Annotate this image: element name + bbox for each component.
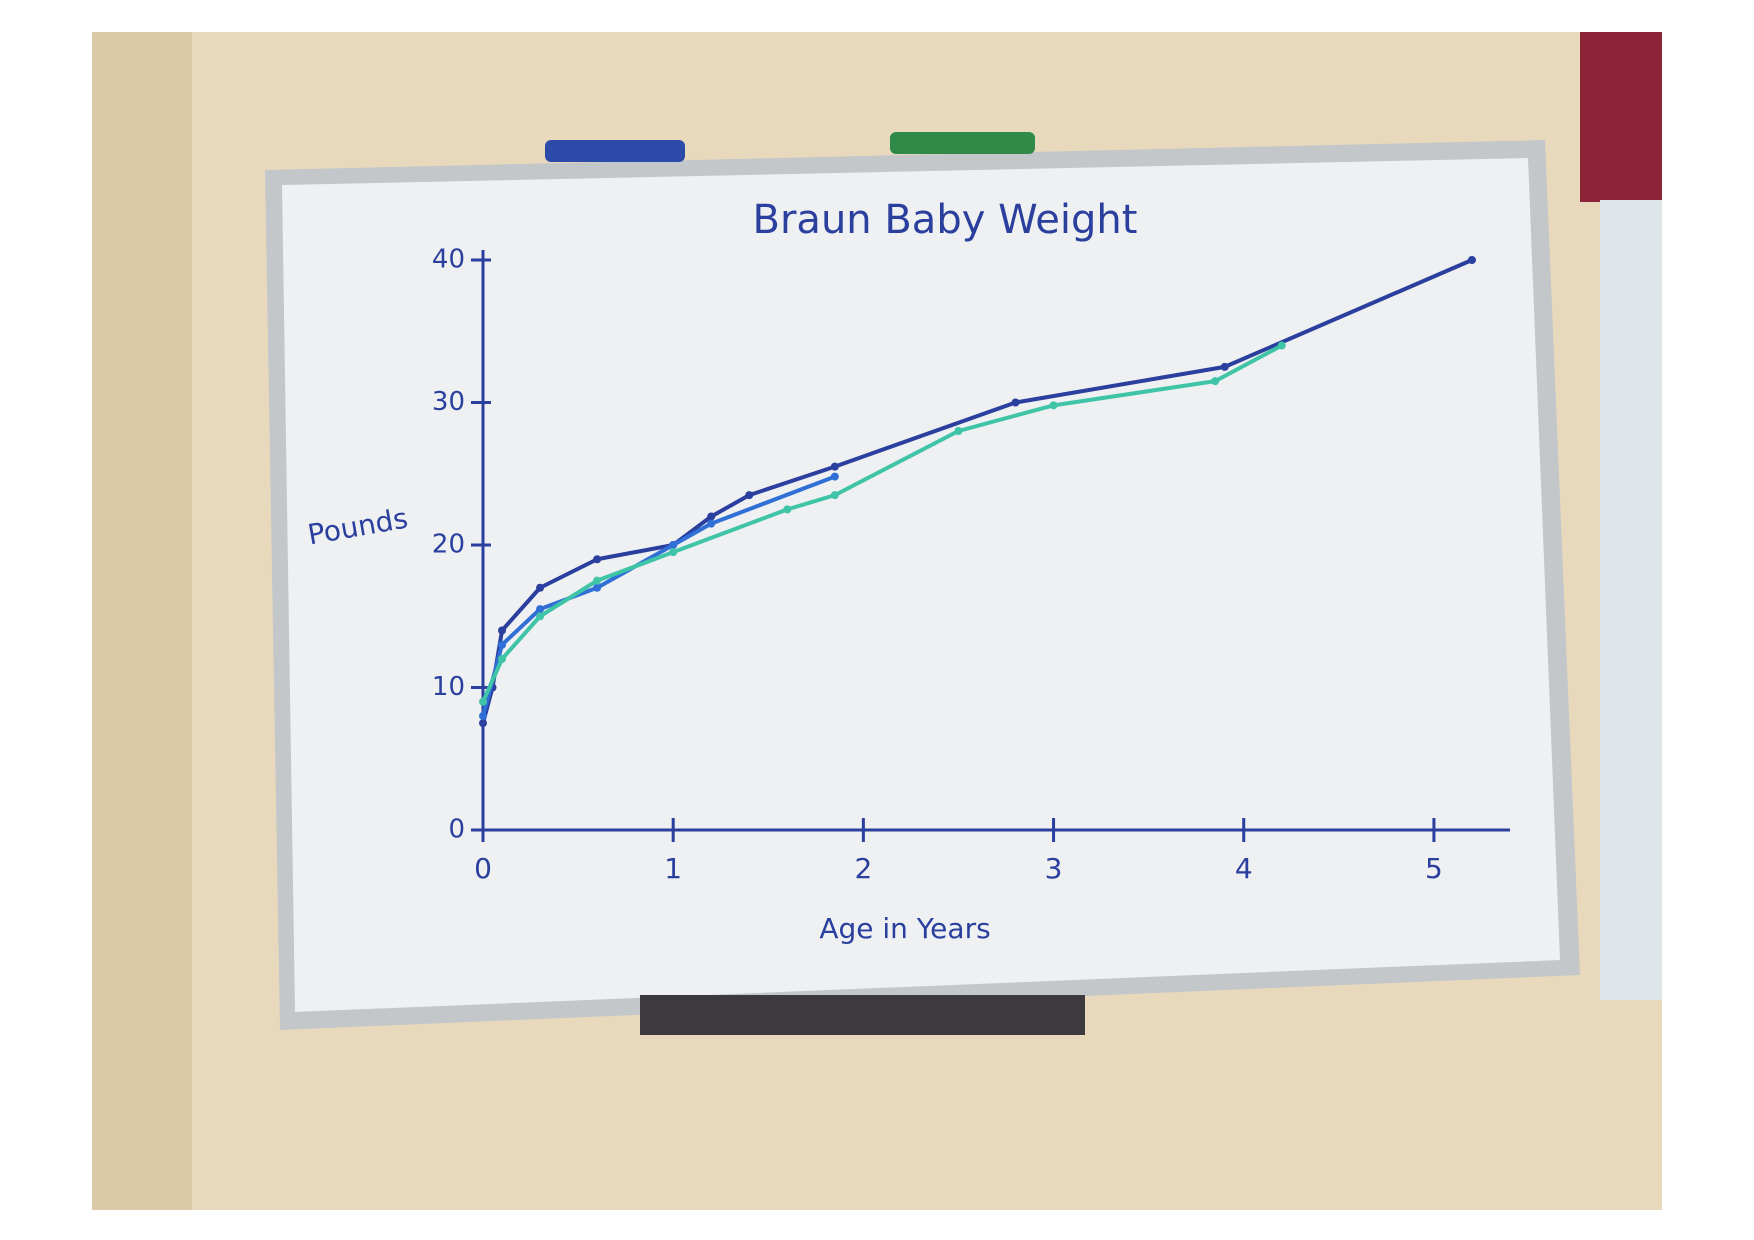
data-point (498, 626, 507, 635)
y-tick-label: 40 (432, 245, 465, 275)
y-tick-label: 30 (432, 387, 465, 417)
wall-shadow (92, 32, 192, 1210)
data-point (536, 583, 545, 592)
data-point (536, 612, 545, 621)
data-point (745, 491, 754, 500)
marker-tray (640, 995, 1085, 1035)
x-tick-label: 5 (1425, 852, 1443, 885)
data-point (498, 655, 507, 663)
data-point (783, 505, 792, 514)
x-tick-label: 1 (664, 852, 682, 885)
data-point (830, 472, 839, 481)
cloth (1580, 32, 1662, 202)
data-point (498, 640, 507, 649)
data-point (707, 519, 716, 528)
y-tick-label: 0 (448, 815, 465, 845)
data-point (830, 462, 839, 471)
data-point (1011, 398, 1020, 407)
blue-marker (545, 140, 685, 162)
x-tick-label: 0 (474, 852, 492, 885)
data-point (593, 583, 602, 592)
x-tick-label: 2 (854, 852, 872, 885)
plot: 0 10 20 30 40 0 1 2 3 4 5 (432, 245, 1510, 885)
data-point (954, 427, 963, 435)
data-point (479, 719, 487, 728)
whiteboard (282, 158, 1560, 1012)
x-axis-label: Age in Years (819, 912, 990, 945)
green-marker (890, 132, 1035, 154)
data-point (1467, 256, 1476, 264)
y-tick-label: 20 (432, 530, 465, 560)
data-point (479, 697, 487, 706)
series-line (481, 258, 1474, 726)
chart-title: Braun Baby Weight (753, 197, 1138, 243)
data-point (669, 548, 678, 557)
window-light (1600, 200, 1662, 1000)
data-point (1049, 401, 1058, 410)
data-point (536, 605, 545, 614)
y-tick-label: 10 (432, 672, 465, 702)
x-tick-label: 3 (1045, 852, 1063, 885)
data-point (1220, 362, 1229, 371)
data-point (830, 491, 839, 500)
data-point (669, 541, 678, 549)
data-point (593, 555, 602, 564)
data-point (1211, 377, 1220, 386)
data-point (1277, 341, 1286, 350)
data-point (593, 576, 602, 585)
x-tick-label: 4 (1235, 852, 1253, 885)
data-point (479, 712, 487, 720)
data-point (707, 512, 716, 521)
